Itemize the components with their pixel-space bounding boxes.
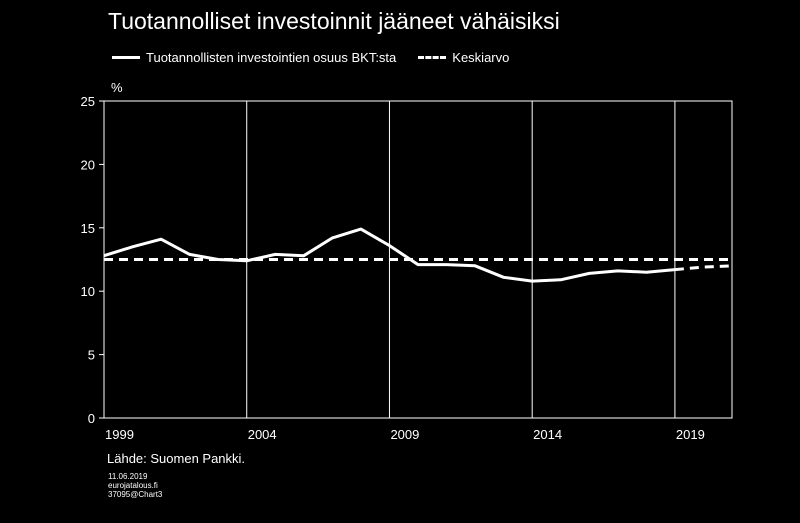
- y-tick-label-25: 25: [81, 94, 95, 109]
- legend-label-average: Keskiarvo: [452, 49, 510, 65]
- y-tick-label-15: 15: [81, 221, 95, 236]
- x-tick-label-2014: 2014: [533, 427, 562, 442]
- series-line-1: [674, 264, 733, 272]
- y-tick-label-10: 10: [81, 284, 95, 299]
- x-tick-label-2009: 2009: [390, 427, 419, 442]
- y-axis-unit: %: [111, 80, 123, 95]
- meta-code: 37095@Chart3: [108, 490, 163, 499]
- meta-site: eurojatalous.fi: [108, 481, 158, 490]
- legend-swatch-average: [418, 55, 447, 59]
- x-tick-label-2019: 2019: [676, 427, 705, 442]
- y-tick-label-0: 0: [88, 411, 95, 426]
- x-tick-label-2004: 2004: [248, 427, 277, 442]
- y-tick-label-20: 20: [81, 157, 95, 172]
- legend-label-series: Tuotannollisten investointien osuus BKT:…: [146, 49, 397, 65]
- x-tick-label-1999: 1999: [105, 427, 134, 442]
- chart-title: Tuotannolliset investoinnit jääneet vähä…: [108, 8, 560, 34]
- source-note: Lähde: Suomen Pankki.: [107, 451, 246, 466]
- legend: Tuotannollisten investointien osuus BKT:…: [112, 48, 509, 66]
- legend-swatch-series: [112, 55, 140, 59]
- meta-date: 11.06.2019: [108, 472, 148, 481]
- series-line-0: [103, 227, 676, 283]
- y-tick-label-5: 5: [88, 348, 95, 363]
